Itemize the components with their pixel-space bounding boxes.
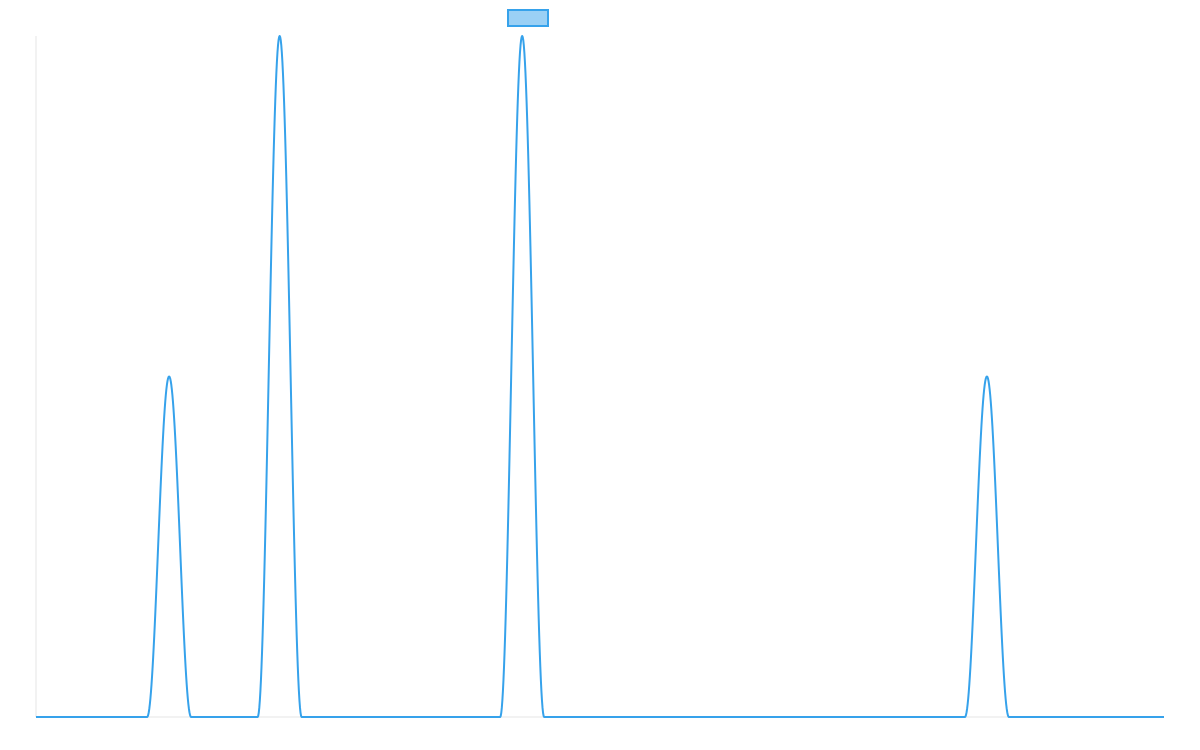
data-point-peak-2[interactable] bbox=[276, 32, 284, 40]
series-line[interactable] bbox=[36, 35, 1164, 718]
data-point-peak-4[interactable] bbox=[983, 373, 991, 381]
data-point-peak-1[interactable] bbox=[165, 373, 173, 381]
legend-swatch[interactable] bbox=[507, 9, 549, 27]
data-point-peak-3[interactable] bbox=[518, 32, 526, 40]
legend[interactable] bbox=[507, 9, 549, 27]
series-group bbox=[36, 32, 1164, 718]
